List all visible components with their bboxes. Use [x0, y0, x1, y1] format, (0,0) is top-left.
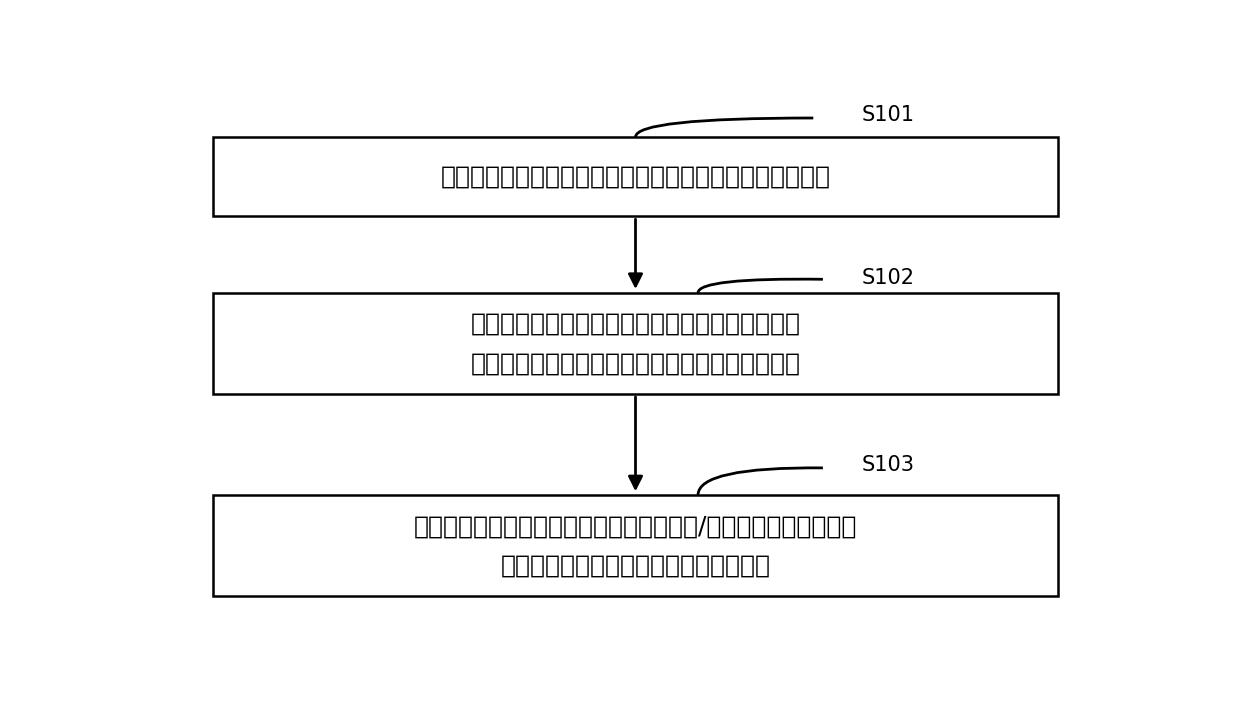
Text: S102: S102: [862, 268, 914, 288]
Text: S101: S101: [862, 105, 914, 125]
Text: 对车辆的行驶路径和速度进行初步规划，构造车辆期望轨迹: 对车辆的行驶路径和速度进行初步规划，构造车辆期望轨迹: [440, 165, 831, 189]
Text: 当判断会发生碰撞后，对车辆的行驶速度和/或路径进行重新规划，
重新构造车辆期望轨迹，避让动态障碍物: 当判断会发生碰撞后，对车辆的行驶速度和/或路径进行重新规划， 重新构造车辆期望轨…: [414, 514, 857, 577]
Text: 基于接收的动态障碍物预测轨迹和车辆期望轨迹，
进行碰撞检测，判断车辆是否会与障碍物发生碰撞: 基于接收的动态障碍物预测轨迹和车辆期望轨迹， 进行碰撞检测，判断车辆是否会与障碍…: [470, 312, 801, 375]
Bar: [213, 137, 1058, 217]
Bar: [213, 293, 1058, 394]
Text: S103: S103: [862, 455, 914, 475]
Bar: [213, 496, 1058, 596]
